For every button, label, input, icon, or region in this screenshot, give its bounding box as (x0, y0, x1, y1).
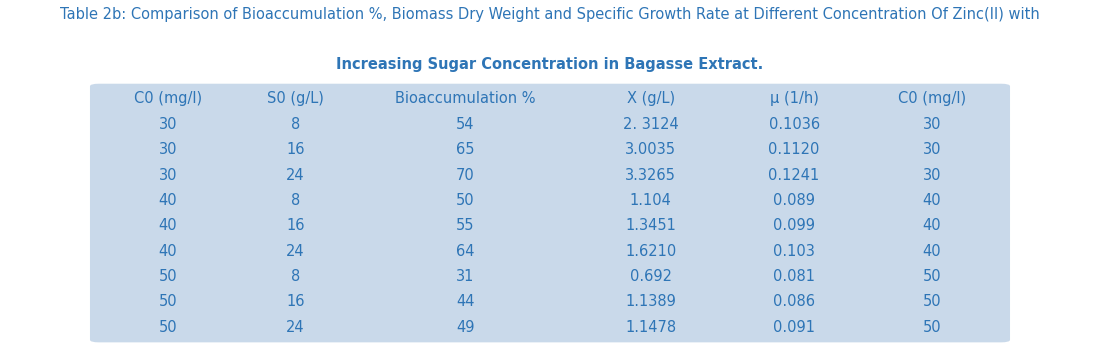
Text: 30: 30 (158, 117, 177, 132)
Text: 30: 30 (158, 142, 177, 157)
Text: μ (1/h): μ (1/h) (770, 91, 818, 106)
Text: 50: 50 (158, 269, 177, 284)
Text: 24: 24 (286, 320, 305, 335)
Text: 2. 3124: 2. 3124 (623, 117, 679, 132)
Text: 16: 16 (286, 142, 305, 157)
Text: 1.6210: 1.6210 (625, 244, 676, 258)
Text: S0 (g/L): S0 (g/L) (267, 91, 323, 106)
Text: C0 (mg/l): C0 (mg/l) (134, 91, 202, 106)
Text: 3.0035: 3.0035 (625, 142, 676, 157)
Text: 0.103: 0.103 (773, 244, 815, 258)
Text: 24: 24 (286, 244, 305, 258)
Text: 1.3451: 1.3451 (626, 218, 676, 233)
Text: 65: 65 (455, 142, 474, 157)
Text: 40: 40 (923, 193, 942, 208)
Text: 3.3265: 3.3265 (626, 168, 676, 183)
Text: 16: 16 (286, 218, 305, 233)
Text: 1.1389: 1.1389 (626, 294, 676, 309)
Text: 49: 49 (455, 320, 474, 335)
Text: 50: 50 (923, 320, 942, 335)
Text: 50: 50 (923, 294, 942, 309)
Text: 50: 50 (158, 294, 177, 309)
Text: 8: 8 (290, 117, 300, 132)
Text: 8: 8 (290, 193, 300, 208)
Text: 40: 40 (158, 193, 177, 208)
Text: 54: 54 (455, 117, 474, 132)
Text: 70: 70 (455, 168, 474, 183)
Text: 0.086: 0.086 (773, 294, 815, 309)
Text: 44: 44 (455, 294, 474, 309)
Text: 30: 30 (923, 168, 942, 183)
Text: 1.104: 1.104 (630, 193, 672, 208)
Text: Bioaccumulation %: Bioaccumulation % (395, 91, 536, 106)
Text: 50: 50 (455, 193, 474, 208)
Text: 31: 31 (455, 269, 474, 284)
Text: 0.099: 0.099 (773, 218, 815, 233)
Text: 0.1241: 0.1241 (769, 168, 820, 183)
Text: 40: 40 (158, 244, 177, 258)
Text: 30: 30 (923, 142, 942, 157)
Text: 1.1478: 1.1478 (625, 320, 676, 335)
Text: 50: 50 (923, 269, 942, 284)
Text: 0.091: 0.091 (773, 320, 815, 335)
Text: 0.089: 0.089 (773, 193, 815, 208)
Text: 0.692: 0.692 (630, 269, 672, 284)
Text: 40: 40 (923, 244, 942, 258)
Text: 0.1120: 0.1120 (769, 142, 820, 157)
Text: 0.1036: 0.1036 (769, 117, 820, 132)
Text: 40: 40 (923, 218, 942, 233)
Text: 8: 8 (290, 269, 300, 284)
Text: Table 2b: Comparison of Bioaccumulation %, Biomass Dry Weight and Specific Growt: Table 2b: Comparison of Bioaccumulation … (60, 7, 1040, 22)
Text: 24: 24 (286, 168, 305, 183)
Text: 40: 40 (158, 218, 177, 233)
Text: 0.081: 0.081 (773, 269, 815, 284)
Text: 64: 64 (455, 244, 474, 258)
Text: 50: 50 (158, 320, 177, 335)
Text: 55: 55 (455, 218, 474, 233)
Text: 30: 30 (923, 117, 942, 132)
Text: Increasing Sugar Concentration in Bagasse Extract.: Increasing Sugar Concentration in Bagass… (337, 57, 763, 72)
FancyBboxPatch shape (90, 84, 1010, 342)
Text: 16: 16 (286, 294, 305, 309)
Text: 30: 30 (158, 168, 177, 183)
Text: X (g/L): X (g/L) (627, 91, 675, 106)
Text: C0 (mg/l): C0 (mg/l) (898, 91, 966, 106)
